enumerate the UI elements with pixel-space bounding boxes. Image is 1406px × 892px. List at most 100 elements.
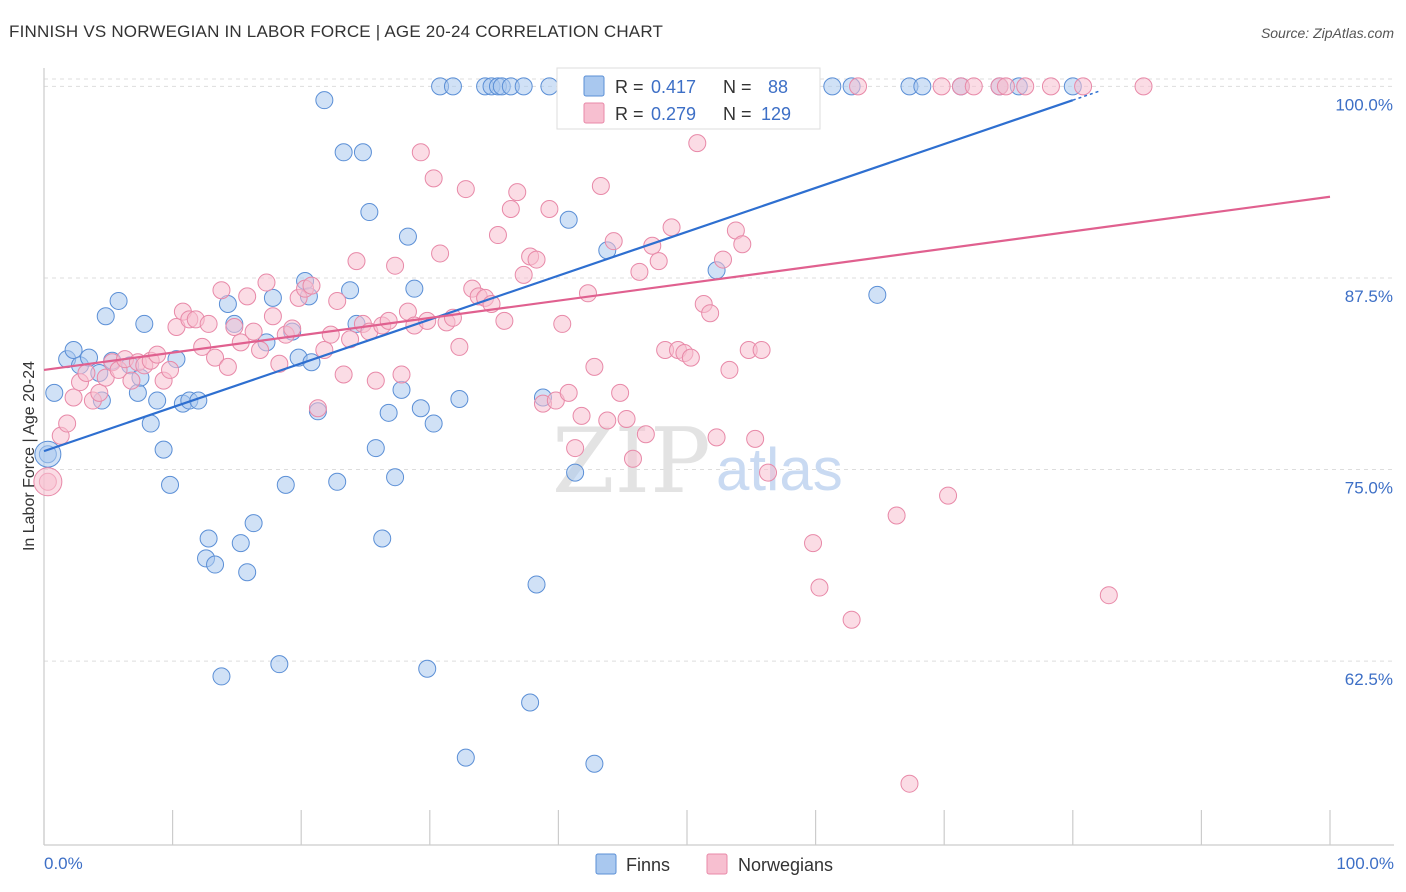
norwegians-point bbox=[714, 250, 733, 269]
x-tick-labels: 0.0% 100.0% bbox=[44, 854, 1394, 873]
norwegians-point bbox=[527, 250, 546, 269]
norwegians-point bbox=[804, 534, 823, 553]
finns-point bbox=[366, 439, 385, 458]
norwegians-point bbox=[244, 322, 263, 341]
bottom-legend: Finns Norwegians bbox=[595, 853, 833, 875]
finns-point bbox=[276, 475, 295, 494]
norwegians-point bbox=[964, 77, 983, 96]
watermark-atlas: atlas bbox=[716, 436, 843, 503]
norwegians-point bbox=[488, 226, 507, 245]
finns-point bbox=[109, 291, 128, 310]
norwegians-point bbox=[206, 348, 225, 367]
norwegians-point bbox=[746, 429, 765, 448]
finns-point bbox=[566, 463, 585, 482]
finns-point bbox=[443, 77, 462, 96]
norwegians-point bbox=[302, 276, 321, 295]
finns-point bbox=[96, 307, 115, 326]
norwegians-point bbox=[328, 291, 347, 310]
norwegians-point bbox=[161, 360, 180, 379]
norwegians-point bbox=[257, 273, 276, 292]
norwegians-point bbox=[33, 467, 63, 497]
norwegians-point bbox=[64, 388, 83, 407]
chart-title: FINNISH VS NORWEGIAN IN LABOR FORCE | AG… bbox=[9, 22, 664, 41]
norwegians-point bbox=[1099, 586, 1118, 605]
y-tick-label: 100.0% bbox=[1335, 95, 1393, 114]
norwegians-point bbox=[939, 486, 958, 505]
norwegians-point bbox=[225, 318, 244, 336]
watermark: ZIP atlas bbox=[552, 409, 843, 514]
norwegians-point bbox=[411, 143, 430, 162]
finns-point bbox=[45, 383, 64, 402]
finns-point bbox=[148, 391, 167, 410]
finns-point bbox=[206, 555, 225, 574]
norwegians-point bbox=[611, 383, 630, 402]
norwegians-point bbox=[212, 281, 231, 300]
norwegians-point bbox=[733, 235, 752, 254]
norwegians-point bbox=[707, 428, 726, 447]
norwegians-point bbox=[263, 307, 282, 326]
bottom-legend-swatch-norwegians bbox=[706, 853, 728, 875]
finns-point bbox=[238, 563, 257, 582]
finns-point bbox=[315, 91, 334, 110]
norwegians-point bbox=[630, 262, 649, 281]
finns-point bbox=[398, 227, 417, 246]
finns-point bbox=[424, 414, 443, 433]
norwegians-point bbox=[58, 414, 77, 433]
finns-point bbox=[868, 285, 887, 304]
norwegians-series bbox=[33, 77, 1153, 793]
legend-finns-r-value: 0.417 bbox=[651, 77, 696, 97]
y-tick-label: 62.5% bbox=[1345, 670, 1393, 689]
legend-finns-n-label: N = bbox=[723, 77, 752, 97]
norwegians-point bbox=[900, 774, 919, 793]
norwegians-point bbox=[559, 383, 578, 402]
norwegians-point bbox=[431, 244, 450, 263]
norwegians-point bbox=[572, 406, 591, 425]
norwegians-point bbox=[386, 256, 405, 275]
norwegians-point bbox=[1074, 77, 1093, 96]
finns-point bbox=[231, 534, 250, 553]
source-credit: Source: ZipAtlas.com bbox=[1260, 25, 1394, 41]
x-tick-label-max: 100.0% bbox=[1336, 854, 1394, 873]
legend-swatch-finns bbox=[583, 75, 605, 97]
norwegians-trend-line bbox=[43, 195, 1331, 372]
finns-point bbox=[823, 77, 842, 96]
finns-point bbox=[386, 468, 405, 487]
legend-norwegians-n-value: 129 bbox=[761, 104, 791, 124]
finns-point bbox=[450, 390, 469, 409]
norwegians-point bbox=[617, 409, 636, 428]
norwegians-point bbox=[688, 134, 707, 153]
norwegians-point bbox=[77, 363, 96, 382]
norwegians-point bbox=[604, 232, 623, 251]
norwegians-point bbox=[514, 265, 533, 284]
finns-point bbox=[263, 288, 282, 307]
norwegians-point bbox=[251, 340, 270, 359]
legend-swatch-norwegians bbox=[583, 102, 605, 124]
finns-trend-line bbox=[43, 99, 1074, 453]
axes bbox=[43, 68, 1394, 846]
norwegians-point bbox=[1016, 77, 1035, 96]
norwegians-point bbox=[347, 252, 366, 271]
norwegians-point bbox=[308, 399, 327, 418]
norwegians-point bbox=[649, 252, 668, 271]
norwegians-point bbox=[720, 360, 739, 379]
norwegians-point bbox=[578, 284, 597, 303]
norwegians-point bbox=[90, 383, 109, 402]
finns-point bbox=[360, 203, 379, 222]
finns-point bbox=[540, 77, 559, 96]
norwegians-point bbox=[540, 199, 559, 218]
finns-point bbox=[328, 472, 347, 491]
norwegians-point bbox=[759, 463, 778, 482]
norwegians-point bbox=[566, 439, 585, 458]
norwegians-point bbox=[424, 169, 443, 188]
norwegians-point bbox=[379, 311, 398, 330]
finns-point bbox=[456, 748, 475, 767]
finns-point bbox=[353, 143, 372, 162]
norwegians-point bbox=[392, 365, 411, 384]
legend-finns-r-label: R = bbox=[615, 77, 644, 97]
y-tick-labels: 62.5% 75.0% 87.5% 100.0% bbox=[1335, 95, 1393, 689]
norwegians-point bbox=[887, 506, 906, 525]
norwegians-point bbox=[598, 411, 617, 430]
finns-point bbox=[585, 754, 604, 773]
finns-point bbox=[135, 314, 154, 333]
